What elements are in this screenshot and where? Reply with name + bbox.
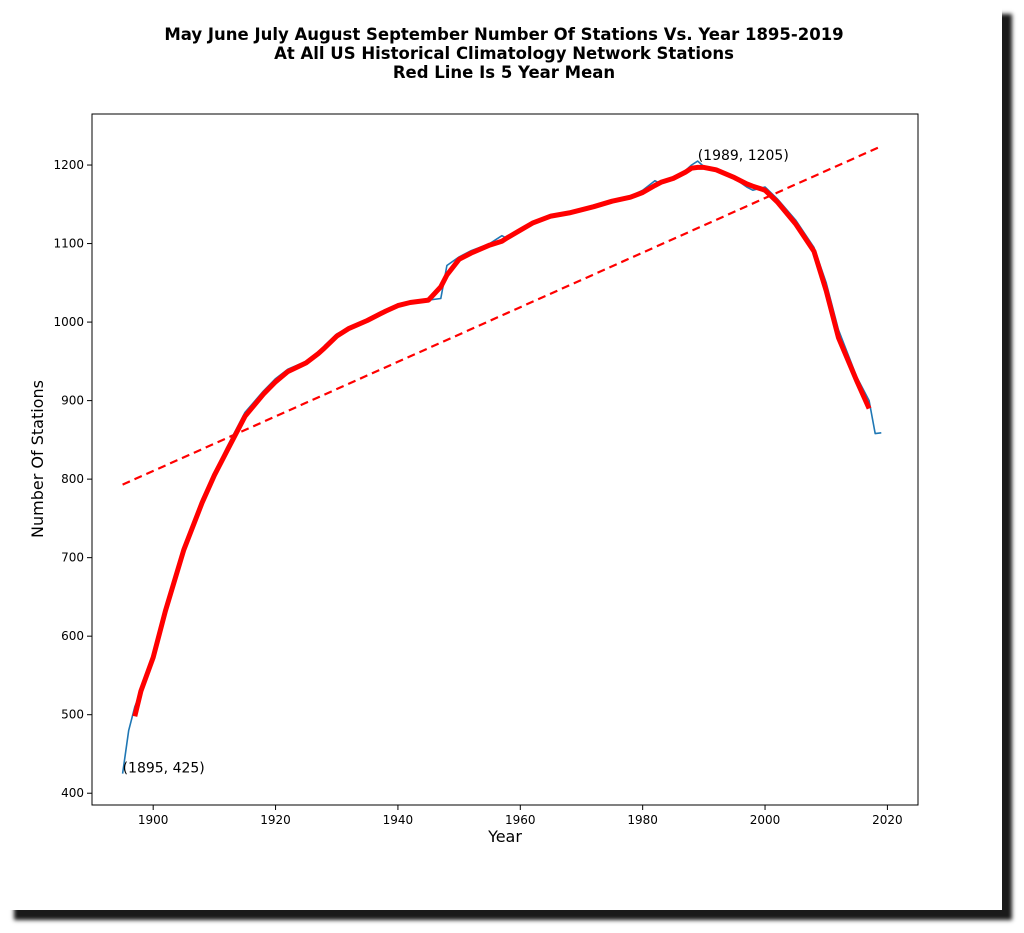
x-tick-label: 2000 <box>750 813 781 827</box>
chart-title-line-1: May June July August September Number Of… <box>164 25 843 44</box>
chart-title-line-3: Red Line Is 5 Year Mean <box>393 63 615 82</box>
chart-series <box>121 145 882 774</box>
point-annotation-1: (1895, 425) <box>123 761 205 777</box>
x-tick-label: 1940 <box>383 813 414 827</box>
y-axis-label: Number Of Stations <box>28 380 47 538</box>
x-tick-label: 1900 <box>138 813 169 827</box>
chart-title-line-2: At All US Historical Climatology Network… <box>274 44 734 63</box>
trend-line <box>122 145 882 486</box>
chart-annotations: (1895, 425) (1989, 1205) <box>123 148 789 776</box>
y-tick-label: 400 <box>61 786 84 800</box>
y-tick-label: 900 <box>61 394 84 408</box>
y-tick-label: 700 <box>61 551 84 565</box>
stations-series-line <box>121 160 882 774</box>
y-tick-label: 500 <box>61 708 84 722</box>
y-tick-label: 1100 <box>53 237 84 251</box>
point-annotation-2: (1989, 1205) <box>698 148 789 164</box>
chart-frame: May June July August September Number Of… <box>4 4 1002 910</box>
x-tick-label: 1980 <box>627 813 658 827</box>
y-tick-label: 1000 <box>53 315 84 329</box>
y-tick-label: 800 <box>61 472 84 486</box>
y-tick-label: 1200 <box>53 158 84 172</box>
plot-area <box>91 113 919 806</box>
line-chart: May June July August September Number Of… <box>28 25 919 846</box>
x-tick-label: 1920 <box>260 813 291 827</box>
x-tick-label: 1960 <box>505 813 536 827</box>
five-year-mean-line <box>132 164 872 717</box>
x-tick-label: 2020 <box>872 813 903 827</box>
axis-ticks: 1900 1920 1940 1960 1980 2000 2020 400 500 600 700… <box>53 158 902 827</box>
x-axis-label: Year <box>487 827 522 846</box>
y-tick-label: 600 <box>61 629 84 643</box>
